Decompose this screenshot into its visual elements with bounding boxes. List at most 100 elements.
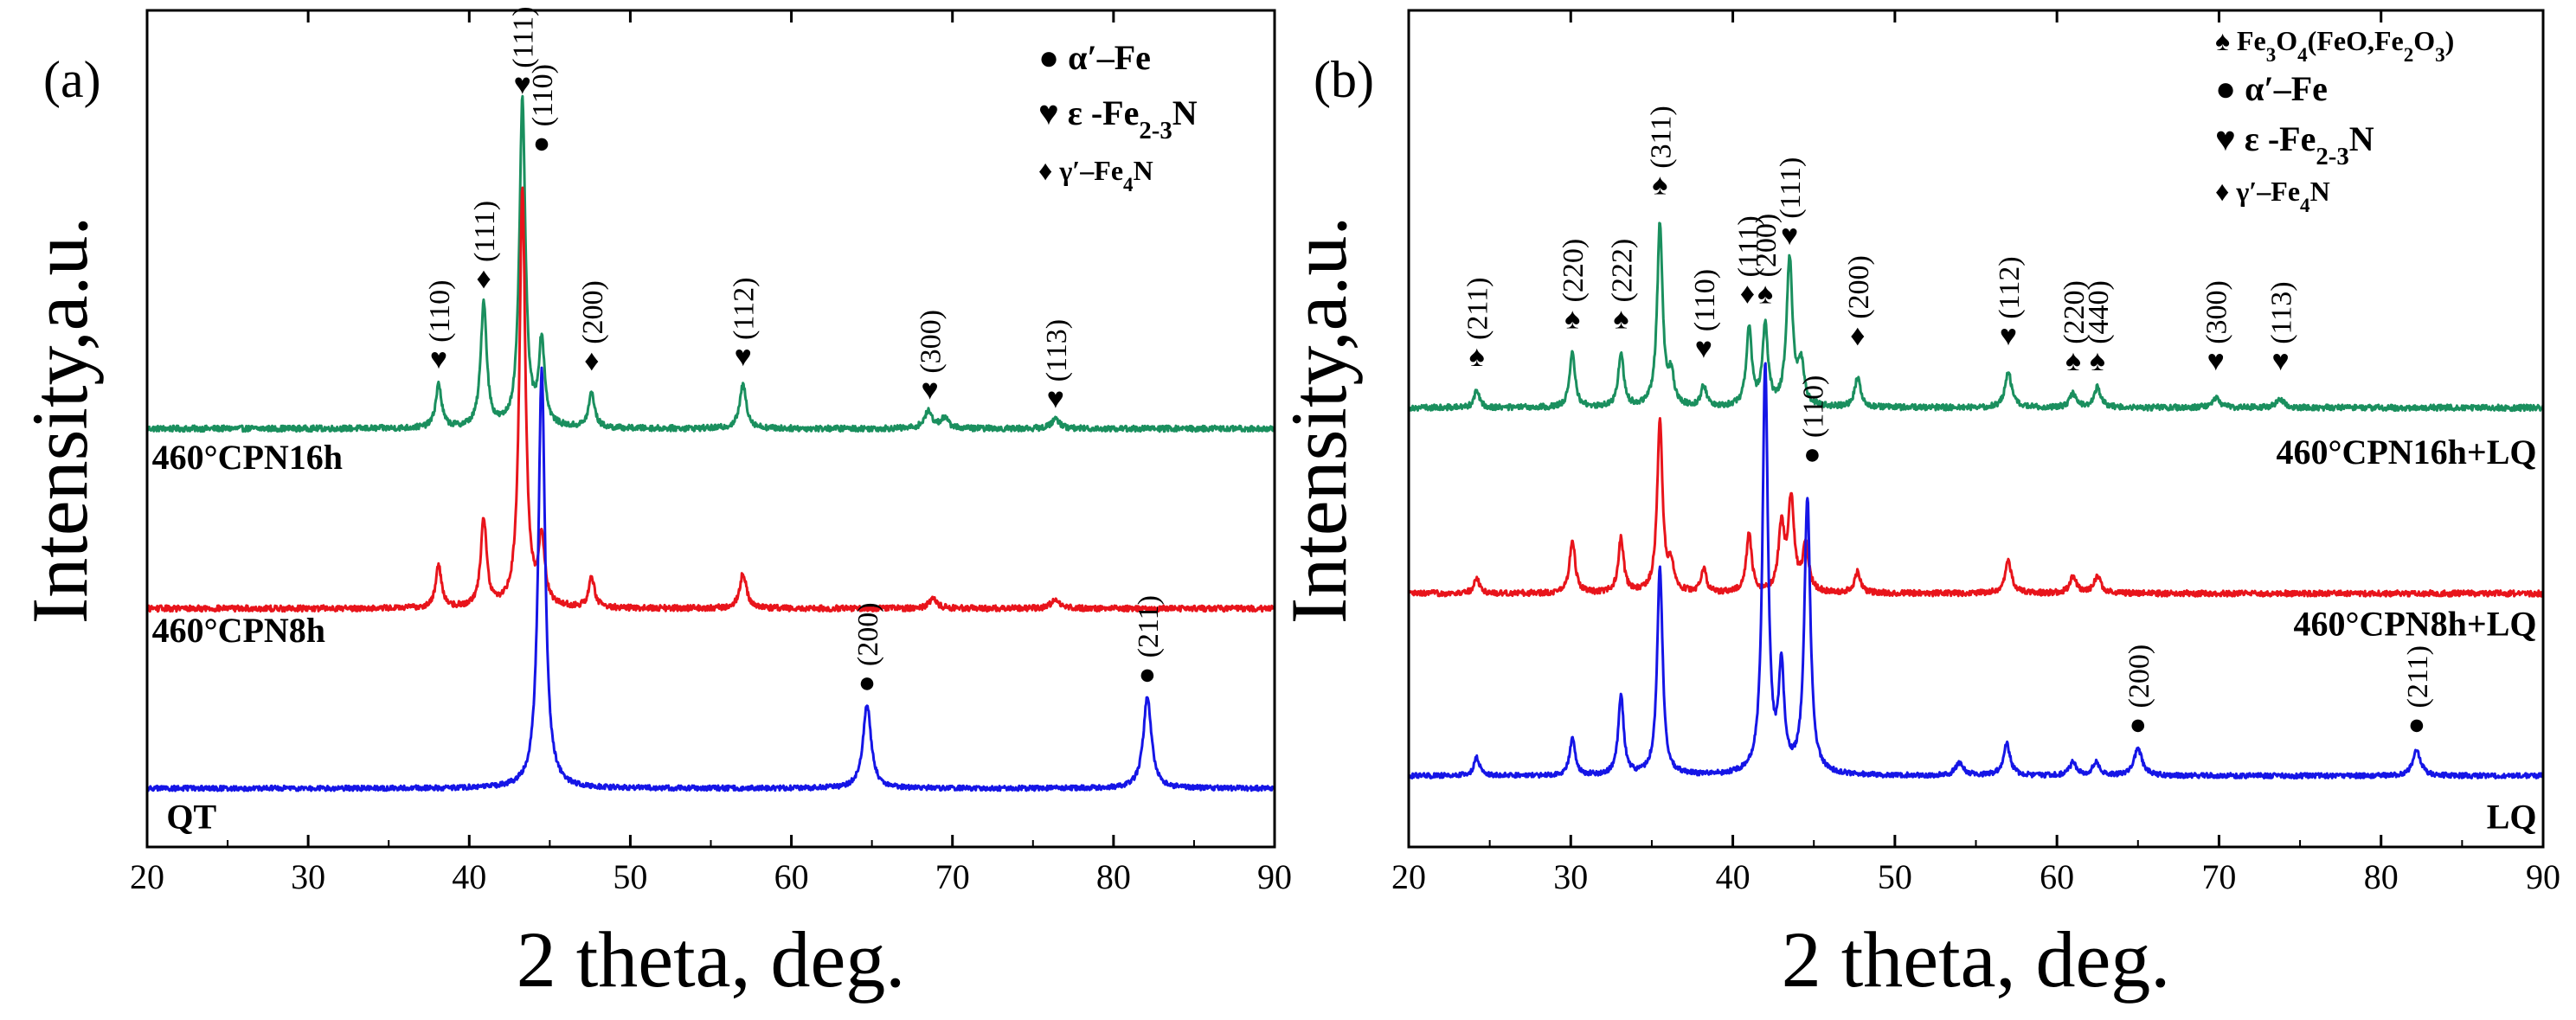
legend-entry-circle: ● α′–Fe — [1038, 38, 1151, 77]
peak-index-label: (111) — [469, 201, 501, 262]
peak-index-label: (200) — [577, 280, 609, 344]
peak-symbol-icon: ♥ — [430, 343, 447, 375]
peak-symbol-icon: ♠ — [2065, 345, 2081, 377]
x-tick-label: 80 — [2364, 857, 2399, 896]
peak-symbol-icon: ♠ — [1757, 278, 1773, 310]
peak-index-label: (110) — [424, 279, 456, 342]
peak-annotation: ♦(200) — [1843, 255, 1875, 352]
peak-annotation: ●(110) — [1797, 375, 1829, 471]
x-tick-label: 40 — [1716, 857, 1751, 896]
peak-annotation: ●(200) — [2123, 645, 2155, 741]
peak-index-label: (111) — [508, 7, 540, 68]
peak-annotation: ●(211) — [1133, 595, 1165, 690]
x-tick-label: 50 — [613, 857, 647, 896]
peak-symbol-icon: ● — [2408, 709, 2426, 741]
sample-label: LQ — [2487, 798, 2537, 837]
peak-symbol-icon: ♥ — [1047, 382, 1064, 414]
peak-annotation: ♥(113) — [2266, 281, 2298, 376]
legend-entry-circle: ● α′–Fe — [2215, 69, 2328, 108]
peak-symbol-icon: ♥ — [514, 69, 531, 101]
x-tick-label: 20 — [1391, 857, 1426, 896]
peak-annotation: ♠(211) — [1462, 278, 1494, 373]
peak-symbol-icon: ♦ — [1850, 320, 1865, 352]
x-tick-label: 40 — [452, 857, 486, 896]
x-tick-label: 70 — [935, 857, 970, 896]
legend-entry-diamond: ♦ γ′–Fe4N — [2215, 176, 2330, 216]
x-tick-label: 30 — [1553, 857, 1588, 896]
peak-index-label: (300) — [915, 310, 948, 374]
peak-symbol-icon: ♥ — [2272, 345, 2290, 377]
x-axis-title: 2 theta, deg. — [517, 915, 906, 1004]
y-axis-title: Intensity,a.u. — [16, 216, 104, 625]
peak-annotation: ♠(220) — [2059, 280, 2091, 377]
y-axis-title: Intensity,a.u. — [1275, 216, 1363, 625]
x-tick-label: 90 — [1257, 857, 1292, 896]
legend-entry-spade: ♠ Fe3O4(FeO,Fe2O3) — [2215, 25, 2454, 66]
peak-index-label: (200) — [1843, 255, 1875, 319]
peak-annotation: ♥(110) — [424, 279, 456, 375]
peak-annotation: ●(200) — [852, 602, 884, 699]
legend-entry-diamond: ♦ γ′–Fe4N — [1038, 155, 1153, 196]
circle-icon: ● — [2215, 69, 2245, 108]
peak-annotation: ♠(311) — [1645, 106, 1677, 201]
spade-icon: ♠ — [2215, 25, 2237, 56]
peak-symbol-icon: ♥ — [922, 375, 939, 407]
peak-symbol-icon: ♥ — [1781, 220, 1798, 252]
peak-symbol-icon: ♥ — [2207, 345, 2225, 377]
panel-b: 20 30 40 50 60 70 80 90 2 theta, deg. Intensity,a… — [1275, 9, 2560, 1004]
sample-label: 460°CPN8h — [152, 611, 325, 650]
peak-index-label: (111) — [1775, 157, 1807, 219]
panel-label: (b) — [1314, 51, 1374, 108]
peak-index-label: (220) — [1558, 239, 1590, 303]
peak-index-label: (113) — [2266, 281, 2298, 343]
peak-annotation: ♠(222) — [1606, 239, 1638, 336]
peak-annotation: ♥(111) — [1775, 157, 1807, 252]
peak-index-label: (211) — [1133, 595, 1165, 658]
legend-entry-heart: ♥ ε -Fe2-3N — [1038, 93, 1198, 144]
heart-icon: ♥ — [1038, 93, 1068, 132]
sample-label: QT — [166, 798, 216, 837]
peak-index-label: (112) — [729, 278, 761, 340]
trace-460-cpn16h-lq — [1407, 221, 2544, 413]
peak-index-label: (200) — [2123, 645, 2155, 709]
peak-annotation: ♦(111) — [469, 201, 501, 295]
trace-460-cpn8h-lq — [1408, 417, 2545, 598]
peak-index-label: (110) — [527, 64, 559, 126]
peak-symbol-icon: ♠ — [2090, 345, 2105, 377]
peak-symbol-icon: ♥ — [1695, 332, 1712, 364]
panel-a: 20 30 40 50 60 70 80 90 2 theta, deg. Intensity,a… — [16, 7, 1292, 1004]
peak-symbol-icon: ● — [858, 667, 877, 699]
peak-index-label: (110) — [1689, 269, 1721, 331]
peak-index-label: (440) — [2083, 280, 2115, 344]
peak-annotation: ♥(112) — [729, 278, 761, 373]
peak-index-label: (220) — [2059, 280, 2091, 344]
peak-annotation: ●(211) — [2402, 645, 2434, 741]
legend-entry-heart: ♥ ε -Fe2-3N — [2215, 119, 2374, 170]
peak-index-label: (200) — [852, 602, 884, 666]
heart-icon: ♥ — [2215, 119, 2245, 158]
peak-symbol-icon: ♦ — [1740, 278, 1755, 310]
peak-index-label: (112) — [1994, 256, 2026, 318]
x-tick-label: 60 — [2040, 857, 2074, 896]
sample-label: 460°CPN8h+LQ — [2293, 604, 2536, 643]
x-axis-title: 2 theta, deg. — [1782, 915, 2171, 1004]
trace-lq — [1407, 362, 2545, 780]
peak-symbol-icon: ♥ — [2000, 320, 2017, 352]
peak-index-label: (222) — [1606, 239, 1638, 303]
peak-symbol-icon: ● — [533, 127, 551, 159]
peak-annotation: ♥(300) — [2201, 280, 2233, 377]
sample-label: 460°CPN16h — [152, 438, 343, 477]
peak-annotation: ♠(440) — [2083, 280, 2115, 377]
panel-label: (a) — [43, 51, 101, 108]
peak-index-label: (300) — [2201, 280, 2233, 344]
x-tick-label: 90 — [2526, 857, 2560, 896]
circle-icon: ● — [1038, 38, 1068, 77]
peak-symbol-icon: ● — [2130, 709, 2148, 741]
peak-annotation: ♦(200) — [577, 280, 609, 377]
peak-symbol-icon: ♥ — [735, 341, 752, 373]
peak-index-label: (113) — [1041, 319, 1073, 382]
x-tick-label: 20 — [130, 857, 164, 896]
peak-annotation: ♥(113) — [1041, 319, 1073, 414]
peak-symbol-icon: ♦ — [584, 345, 599, 377]
